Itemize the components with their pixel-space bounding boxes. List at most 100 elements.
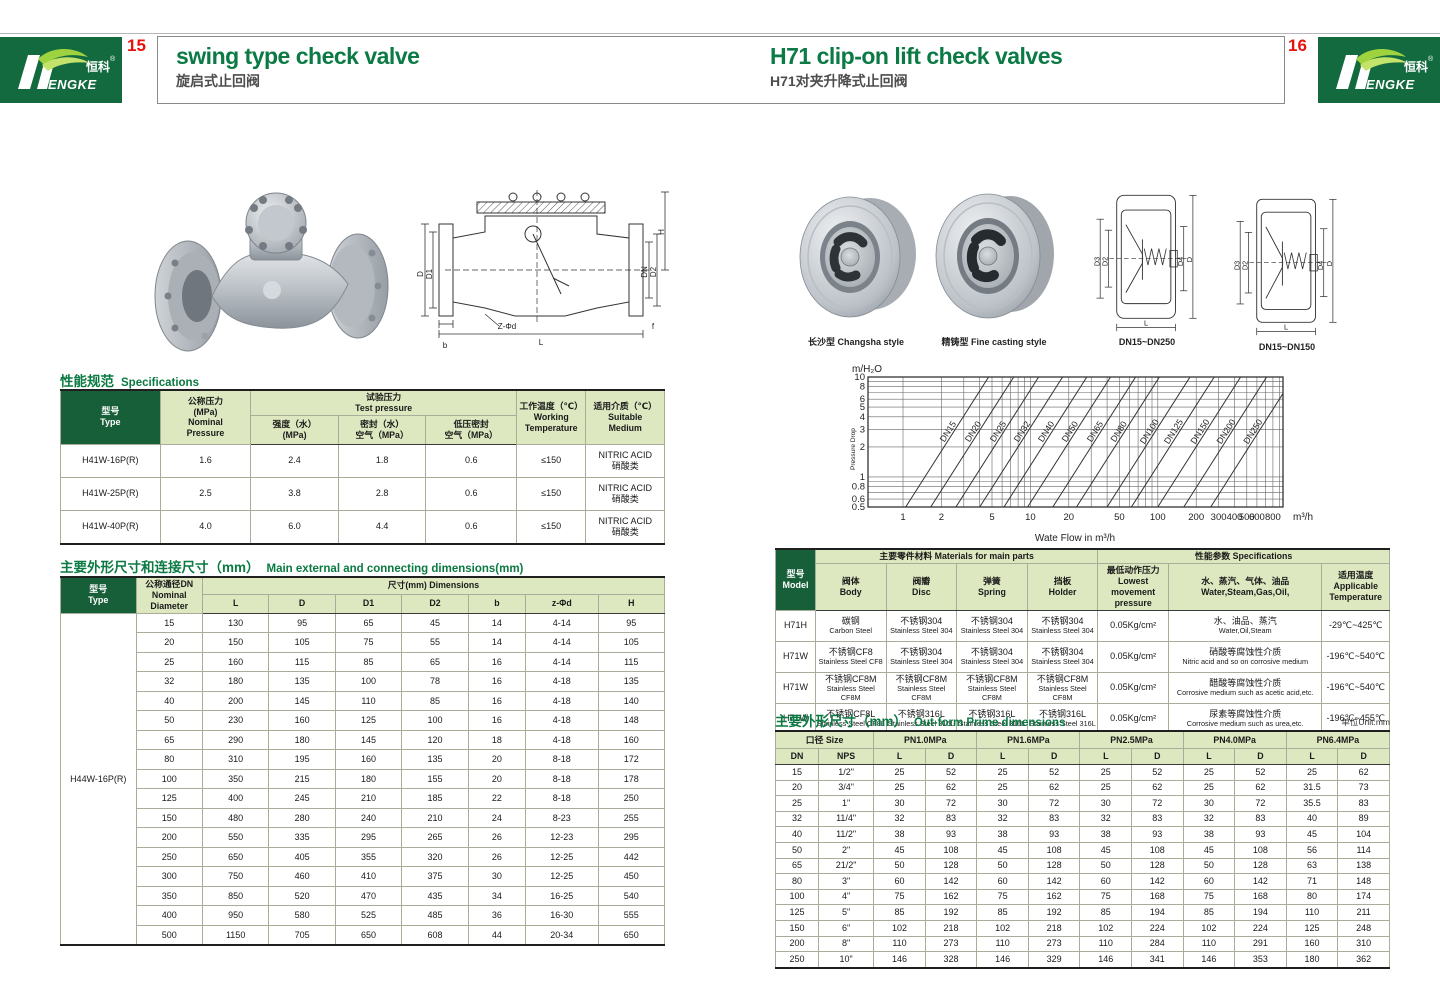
dim-cell: 194 xyxy=(1131,904,1184,921)
dim-cell: 80 xyxy=(1285,888,1339,906)
cell: 95 xyxy=(597,612,666,634)
dims-section-title: 主要外形尺寸和连接尺寸（mm） Main external and connect… xyxy=(60,556,523,577)
dim-label: D4 xyxy=(1316,261,1325,270)
cell: 12-25 xyxy=(525,846,599,868)
col-subheader: 水、蒸汽、气体、油品 Water,Steam,Gas,Oil, xyxy=(1167,562,1323,611)
svg-text:6: 6 xyxy=(860,394,865,405)
col-subheader: D xyxy=(1131,748,1184,765)
cell: 480 xyxy=(201,807,270,829)
dim-cell: 60 xyxy=(1079,873,1133,890)
cell: 4.0 xyxy=(159,509,252,545)
col-subheader: L xyxy=(1182,748,1236,765)
nps-cell: 11/2" xyxy=(817,826,875,843)
svg-text:m/H₂O: m/H₂O xyxy=(852,364,882,375)
dim-cell: 62 xyxy=(1337,764,1390,781)
cell: 250 xyxy=(135,846,203,868)
col-subheader: D1 xyxy=(334,593,403,614)
dim-cell: 93 xyxy=(1027,826,1081,843)
cell: 75 xyxy=(334,632,403,653)
pressure-cell: 0.05Kg/cm² xyxy=(1097,640,1169,673)
svg-text:ENGKE: ENGKE xyxy=(1366,77,1415,92)
dims-data-row: 200 550 335 295 265 26 12-23 295 xyxy=(61,827,666,848)
cell: ≤150 xyxy=(515,476,587,511)
dim-cell: 273 xyxy=(924,935,978,953)
col-subheader: D xyxy=(1027,748,1081,765)
medium-cell: NITRIC ACID 硝酸类 xyxy=(585,443,665,478)
svg-text:300: 300 xyxy=(1211,512,1227,523)
cell: 195 xyxy=(268,749,336,770)
cell: 470 xyxy=(334,885,403,907)
col-subheader: D xyxy=(924,748,978,765)
model-cell: H41W-25P(R) xyxy=(60,476,161,511)
cell: 12-25 xyxy=(525,866,599,887)
dim-cell: 38 xyxy=(976,826,1029,843)
svg-text:200: 200 xyxy=(1188,512,1204,523)
col-subheader-dn: DN xyxy=(775,748,819,765)
cell: 295 xyxy=(334,827,403,848)
dim-cell: 45 xyxy=(1182,841,1236,859)
dim-cell: 168 xyxy=(1131,888,1184,906)
col-header-model: 型号 Model xyxy=(775,548,816,611)
dim-cell: 162 xyxy=(1027,888,1081,906)
page-number-left: 15 xyxy=(127,36,146,55)
svg-text:20: 20 xyxy=(1064,512,1075,523)
dim-cell: 273 xyxy=(1027,935,1081,953)
model-cell: H41W-40P(R) xyxy=(60,509,161,545)
dim-label: D4 xyxy=(1176,257,1185,266)
dim-cell: 52 xyxy=(924,764,978,781)
outform-data-row: 250 10" 146 328 146 329 146 341 146 353 180 362 xyxy=(775,951,1390,969)
dim-cell: 62 xyxy=(924,779,978,797)
dim-cell: 146 xyxy=(1182,951,1236,969)
svg-text:®: ® xyxy=(110,55,116,63)
dim-cell: 102 xyxy=(1079,919,1133,937)
caption-dn15-dn150: DN15~DN150 xyxy=(1258,342,1316,352)
dn-cell: 80 xyxy=(775,873,819,890)
dn-cell: 20 xyxy=(775,779,819,797)
dim-cell: 25 xyxy=(976,764,1029,781)
svg-text:0.8: 0.8 xyxy=(852,482,865,493)
spec-table: 型号 Type 公称压力 (MPa) Nominal Pressure 试验压力 Test p… xyxy=(60,389,665,545)
dim-cell: 75 xyxy=(976,888,1029,906)
wafer-valve-photo-changsha xyxy=(792,182,920,332)
col-subheader: L xyxy=(976,748,1029,765)
cell: 200 xyxy=(135,827,203,848)
svg-text:1: 1 xyxy=(860,472,865,483)
dim-cell: 110 xyxy=(873,935,926,953)
col-header-test-pressure: 试验压力 Test pressure xyxy=(250,389,517,416)
cell: 8-18 xyxy=(525,788,599,809)
cell: 650 xyxy=(597,924,666,946)
dim-cell: 128 xyxy=(1234,857,1287,875)
cell: 14 xyxy=(467,632,527,653)
col-header-specifications: 性能参数 Specifications xyxy=(1097,548,1390,565)
outform-data-row: 150 6" 102 218 102 218 102 224 102 224 125 248 xyxy=(775,919,1390,937)
cell: 16 xyxy=(467,651,527,673)
col-header-pn: PN4.0MPa xyxy=(1182,730,1287,749)
svg-text:5: 5 xyxy=(860,402,865,413)
cell: 135 xyxy=(597,671,666,692)
col-subheader: 弹簧 Spring xyxy=(956,562,1028,611)
cell: 525 xyxy=(334,905,403,926)
dim-cell: 40 xyxy=(1285,810,1339,828)
cell: 25 xyxy=(135,651,203,673)
col-header-type: 型号 Type xyxy=(60,389,161,445)
cell: 172 xyxy=(597,749,666,770)
col-subheader: D xyxy=(1337,748,1390,765)
dim-cell: 52 xyxy=(1131,764,1184,781)
svg-text:8: 8 xyxy=(860,382,865,393)
svg-text:10: 10 xyxy=(854,372,865,383)
cell: 180 xyxy=(268,729,336,751)
dim-cell: 25 xyxy=(1079,779,1133,797)
spec-data-row: H41W-25P(R) 2.5 3.8 2.8 0.6 ≤150 NITRIC ACID 硝酸… xyxy=(60,476,665,511)
cell: 148 xyxy=(597,710,666,731)
svg-text:DN40: DN40 xyxy=(1036,419,1057,443)
cell: 550 xyxy=(201,827,270,848)
cell: 85 xyxy=(401,690,469,712)
svg-text:0.6: 0.6 xyxy=(852,494,865,505)
material-cell: 不锈钢CF8M Stainless Steel CF8M xyxy=(1026,671,1099,704)
nps-cell: 4" xyxy=(817,888,875,906)
caption-finecasting: 精铸型 Fine casting style xyxy=(941,337,1047,347)
cell: 1.6 xyxy=(159,443,252,478)
svg-text:Wate Flow in m³/h: Wate Flow in m³/h xyxy=(1035,533,1115,544)
dim-cell: 62 xyxy=(1027,779,1081,797)
dim-cell: 60 xyxy=(1182,873,1236,890)
